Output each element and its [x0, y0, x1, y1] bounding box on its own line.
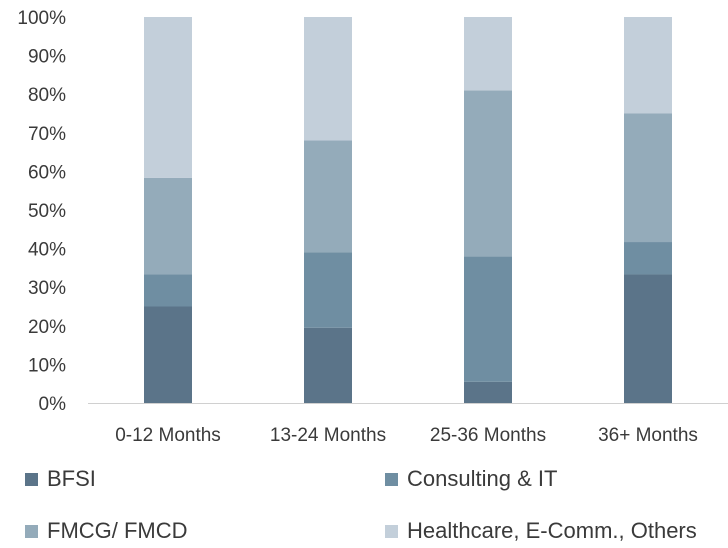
bar-segment [464, 17, 512, 91]
y-tick-label: 30% [28, 278, 66, 299]
bar-segment [304, 327, 352, 403]
bar-segment [624, 274, 672, 403]
legend-swatch [385, 472, 398, 486]
legend-label: BFSI [47, 466, 96, 491]
bar-segment [464, 90, 512, 257]
y-tick-label: 60% [28, 162, 66, 183]
x-tick-label: 36+ Months [598, 425, 698, 446]
legend-label: Consulting & IT [407, 466, 558, 491]
legend-swatch [385, 524, 398, 538]
y-tick-label: 0% [39, 394, 67, 415]
x-axis: 0-12 Months 13-24 Months 25-36 Months 36+ M… [115, 425, 698, 446]
legend-item-consulting-it: Consulting & IT [385, 466, 557, 492]
y-tick-label: 10% [28, 355, 66, 376]
bar-segment [624, 242, 672, 275]
legend-item-bfsi: BFSI [25, 466, 96, 492]
legend-label: Healthcare, E-Comm., Others [407, 518, 697, 543]
y-tick-label: 90% [28, 47, 66, 68]
bar-segment [624, 17, 672, 114]
y-tick-label: 50% [28, 201, 66, 222]
bar-segment [144, 306, 192, 403]
bar-segment [304, 252, 352, 328]
bar-stacks [144, 17, 672, 403]
legend-item-fmcg-fmcd: FMCG/ FMCD [25, 518, 188, 544]
bar-segment [144, 274, 192, 307]
legend-label: FMCG/ FMCD [47, 518, 188, 543]
y-tick-label: 100% [17, 8, 66, 29]
legend: BFSI Consulting & IT FMCG/ FMCD Healthca… [0, 448, 728, 548]
y-axis: 0% 10% 20% 30% 40% 50% 60% 70% 80% 90% 100% [17, 8, 66, 415]
x-tick-label: 25-36 Months [430, 425, 546, 446]
x-tick-label: 0-12 Months [115, 425, 221, 446]
legend-swatch [25, 524, 38, 538]
y-tick-label: 80% [28, 85, 66, 106]
bar-segment [624, 113, 672, 243]
legend-item-healthcare-ecomm-others: Healthcare, E-Comm., Others [385, 518, 697, 544]
x-tick-label: 13-24 Months [270, 425, 386, 446]
bar-segment [304, 140, 352, 253]
y-tick-label: 40% [28, 240, 66, 261]
bar-segment [144, 17, 192, 178]
y-tick-label: 20% [28, 317, 66, 338]
bar-segment [464, 381, 512, 403]
bar-segment [304, 17, 352, 141]
stacked-bar-chart: 0% 10% 20% 30% 40% 50% 60% 70% 80% 90% 100% 0-12 M… [17, 8, 728, 446]
y-tick-label: 70% [28, 124, 66, 145]
bar-segment [464, 256, 512, 382]
legend-swatch [25, 472, 38, 486]
bar-segment [144, 177, 192, 275]
